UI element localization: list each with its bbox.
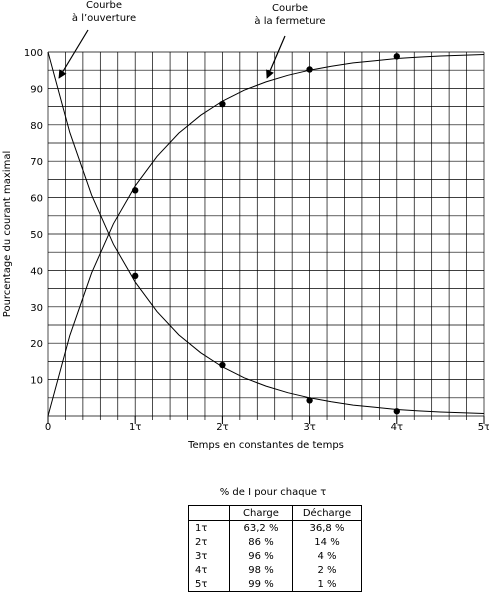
point [219,100,226,108]
header-cell: Charge [229,505,293,521]
y-tick-label: 90 [30,84,43,95]
x-tick-label: 4τ [391,422,403,433]
table-row: 2τ 86 % 14 % [188,535,362,549]
x-tick-label: 5τ [478,422,489,433]
table-cell: 1 % [292,577,362,592]
table-cell: 4τ [188,563,230,577]
x-axis-title: Temps en constantes de temps [187,440,344,451]
x-tick-label: 0 [45,422,51,433]
curve [47,54,485,417]
table-cell: 63,2 % [229,520,293,535]
table: Charge Décharge 1τ 63,2 % 36,8 % 2τ 86 % 14 % 3… [188,505,362,592]
y-axis-title: Pourcentage du courant maximal [2,151,13,317]
table-row: 5τ 99 % 1 % [188,577,362,592]
point [219,361,226,369]
y-tick-label: 60 [30,194,43,205]
point [132,272,139,280]
annotation: à la fermeture [254,15,325,27]
table-row: 1τ 63,2 % 36,8 % [188,520,362,535]
table-row: 4τ 98 % 2 % [188,563,362,577]
table-cell: 96 % [229,549,293,563]
table-row: 3τ 96 % 4 % [188,549,362,563]
table-cell: 2 % [292,563,362,577]
annotation-arrow [266,35,286,79]
point [306,397,313,404]
point [306,66,313,73]
y-tick-label: 70 [30,157,43,168]
table-cell: 86 % [229,535,293,549]
table-cell: 2τ [188,535,230,549]
y-tick-label: 30 [30,303,43,314]
x-tick-label: 1τ [129,422,141,433]
y-tick-label: 100 [24,48,43,59]
y-tick-label: 40 [30,266,43,277]
annotation-arrow [58,29,89,79]
y-tick-label: 10 [30,376,43,387]
table-cell: 5τ [188,577,230,592]
annotation: Courbe [272,3,308,14]
point [393,53,400,60]
table-cell: 98 % [229,563,293,577]
x-tick-label: 3τ [303,422,315,433]
header-cell [188,505,230,521]
table-cell: 99 % [229,577,293,592]
point [393,408,400,415]
point [132,187,139,194]
curve [47,51,485,414]
y-tick-label: 50 [30,230,43,241]
table-cell: 14 % [292,535,362,549]
annotation: à l’ouverture [72,12,136,24]
table-cell: 36,8 % [292,520,362,535]
header-cell: Décharge [292,505,362,521]
annotation: Courbe [86,0,122,11]
table-cell: 1τ [188,520,230,535]
y-tick-label: 20 [30,339,43,350]
x-tick-label: 2τ [216,422,228,433]
table-title: % de I pour chaque τ [219,487,327,498]
table-cell: 4 % [292,549,362,563]
table-cell: 3τ [188,549,230,563]
y-tick-label: 80 [30,121,43,132]
chart: Pourcentage du courant maximal Temps en … [2,0,489,451]
